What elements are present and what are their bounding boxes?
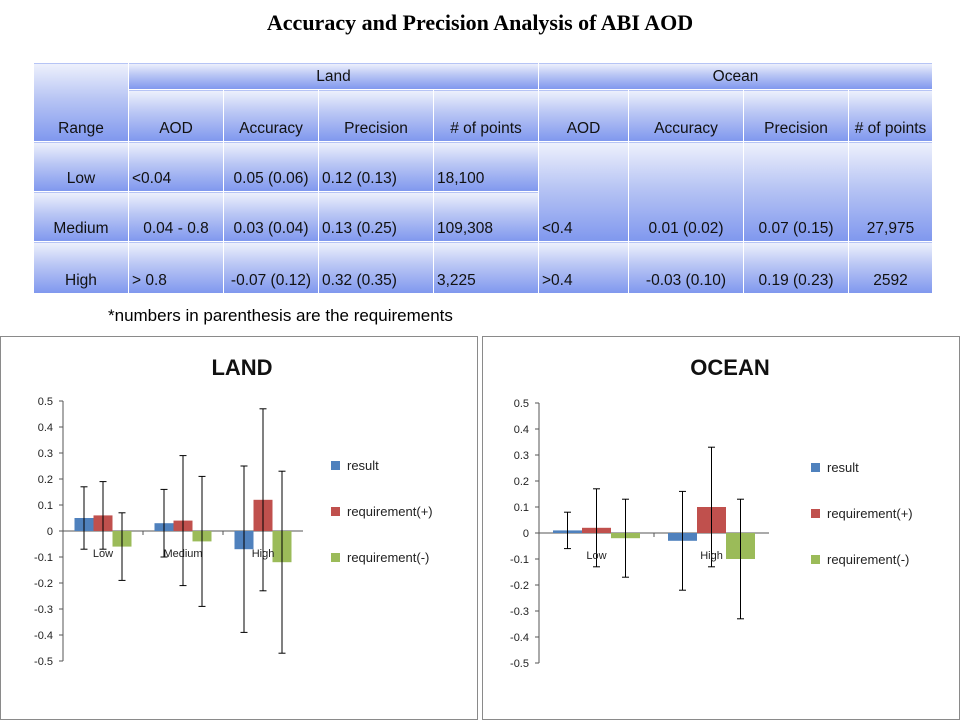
y-tick-label: 0.4 <box>514 424 529 436</box>
chart-title: LAND <box>211 355 272 380</box>
legend-swatch <box>811 509 820 518</box>
y-tick-label: 0.5 <box>38 396 53 408</box>
y-tick-label: -0.5 <box>34 656 53 668</box>
y-tick-label: 0.1 <box>38 500 53 512</box>
cell-ocean-points: 27,975 <box>848 141 933 242</box>
cell-land-points: 18,100 <box>433 141 539 192</box>
y-tick-label: -0.3 <box>510 606 529 618</box>
legend-label: requirement(-) <box>827 552 909 567</box>
col-header-ocean-accuracy: Accuracy <box>628 89 744 142</box>
cell-land-precision: 0.12 (0.13) <box>318 141 434 192</box>
table-row: High > 0.8 -0.07 (0.12) 0.32 (0.35) 3,22… <box>33 241 933 294</box>
legend-label: requirement(-) <box>347 550 429 565</box>
y-tick-label: 0 <box>47 526 53 538</box>
y-tick-label: 0 <box>523 528 529 540</box>
legend-label: requirement(+) <box>827 506 913 521</box>
cell-land-points: 3,225 <box>433 241 539 294</box>
table-row: Low <0.04 0.05 (0.06) 0.12 (0.13) 18,100… <box>33 141 933 242</box>
range-high: High <box>33 241 129 294</box>
accuracy-table: Range Land Ocean AOD Accuracy Precision … <box>33 62 933 294</box>
cell-ocean-accuracy: 0.01 (0.02) <box>628 141 744 242</box>
y-tick-label: 0.3 <box>38 448 53 460</box>
legend-label: result <box>347 458 379 473</box>
col-header-land-aod: AOD <box>128 89 224 142</box>
col-header-ocean-points: # of points <box>848 89 933 142</box>
col-header-ocean-precision: Precision <box>743 89 849 142</box>
cell-ocean-precision: 0.19 (0.23) <box>743 241 849 294</box>
y-tick-label: -0.2 <box>510 580 529 592</box>
ocean-chart-panel: OCEAN 0.5 0.4 0.3 0.2 0.1 0 -0.1 -0.2 -0.3 -0.4 -0.… <box>482 336 960 720</box>
range-medium: Medium <box>33 191 129 242</box>
cell-ocean-precision: 0.07 (0.15) <box>743 141 849 242</box>
cell-ocean-points: 2592 <box>848 241 933 294</box>
range-header: Range <box>33 62 129 142</box>
cell-ocean-aod: >0.4 <box>538 241 629 294</box>
land-chart: LAND 0.5 0.4 0.3 0.2 0.1 0 -0.1 -0.2 -0.3 -0.4 -0.5… <box>34 355 433 668</box>
cell-land-accuracy: -0.07 (0.12) <box>223 241 319 294</box>
y-tick-label: -0.2 <box>34 578 53 590</box>
cell-land-aod: 0.04 - 0.8 <box>128 191 224 242</box>
y-tick-label: -0.1 <box>510 554 529 566</box>
x-tick-label: Medium <box>163 548 202 560</box>
legend-swatch <box>811 555 820 564</box>
y-tick-label: 0.2 <box>38 474 53 486</box>
chart-title: OCEAN <box>690 355 769 380</box>
y-tick-label: -0.5 <box>510 658 529 670</box>
legend-label: result <box>827 460 859 475</box>
legend-label: requirement(+) <box>347 504 433 519</box>
col-header-ocean-aod: AOD <box>538 89 629 142</box>
x-tick-label: Low <box>586 550 606 562</box>
legend-swatch <box>331 461 340 470</box>
y-tick-label: -0.4 <box>34 630 53 642</box>
legend-swatch <box>331 553 340 562</box>
cell-land-aod: > 0.8 <box>128 241 224 294</box>
cell-land-points: 109,308 <box>433 191 539 242</box>
col-header-land-accuracy: Accuracy <box>223 89 319 142</box>
y-tick-label: -0.3 <box>34 604 53 616</box>
table-row: Medium 0.04 - 0.8 0.03 (0.04) 0.13 (0.25… <box>33 191 933 242</box>
cell-land-accuracy: 0.03 (0.04) <box>223 191 319 242</box>
cell-land-accuracy: 0.05 (0.06) <box>223 141 319 192</box>
land-header: Land <box>128 62 539 90</box>
y-tick-label: 0.1 <box>514 502 529 514</box>
x-tick-label: High <box>252 548 275 560</box>
range-low: Low <box>33 141 129 192</box>
col-header-land-precision: Precision <box>318 89 434 142</box>
land-chart-panel: LAND 0.5 0.4 0.3 0.2 0.1 0 -0.1 -0.2 -0.3 -0.4 -0.5… <box>0 336 478 720</box>
cell-land-precision: 0.32 (0.35) <box>318 241 434 294</box>
footnote: *numbers in parenthesis are the requirem… <box>108 306 453 325</box>
cell-ocean-accuracy: -0.03 (0.10) <box>628 241 744 294</box>
cell-land-aod: <0.04 <box>128 141 224 192</box>
y-tick-label: 0.2 <box>514 476 529 488</box>
legend-swatch <box>331 507 340 516</box>
cell-land-precision: 0.13 (0.25) <box>318 191 434 242</box>
y-tick-label: 0.3 <box>514 450 529 462</box>
y-tick-label: -0.4 <box>510 632 529 644</box>
x-tick-label: High <box>700 550 723 562</box>
y-tick-label: 0.4 <box>38 422 53 434</box>
col-header-land-points: # of points <box>433 89 539 142</box>
y-tick-label: 0.5 <box>514 398 529 410</box>
page-title: Accuracy and Precision Analysis of ABI A… <box>266 10 694 35</box>
x-tick-label: Low <box>93 548 113 560</box>
y-tick-label: -0.1 <box>34 552 53 564</box>
legend-swatch <box>811 463 820 472</box>
ocean-header: Ocean <box>538 62 933 90</box>
ocean-chart: OCEAN 0.5 0.4 0.3 0.2 0.1 0 -0.1 -0.2 -0.3 -0.4 -0.… <box>510 355 913 670</box>
cell-ocean-aod: <0.4 <box>538 141 629 242</box>
